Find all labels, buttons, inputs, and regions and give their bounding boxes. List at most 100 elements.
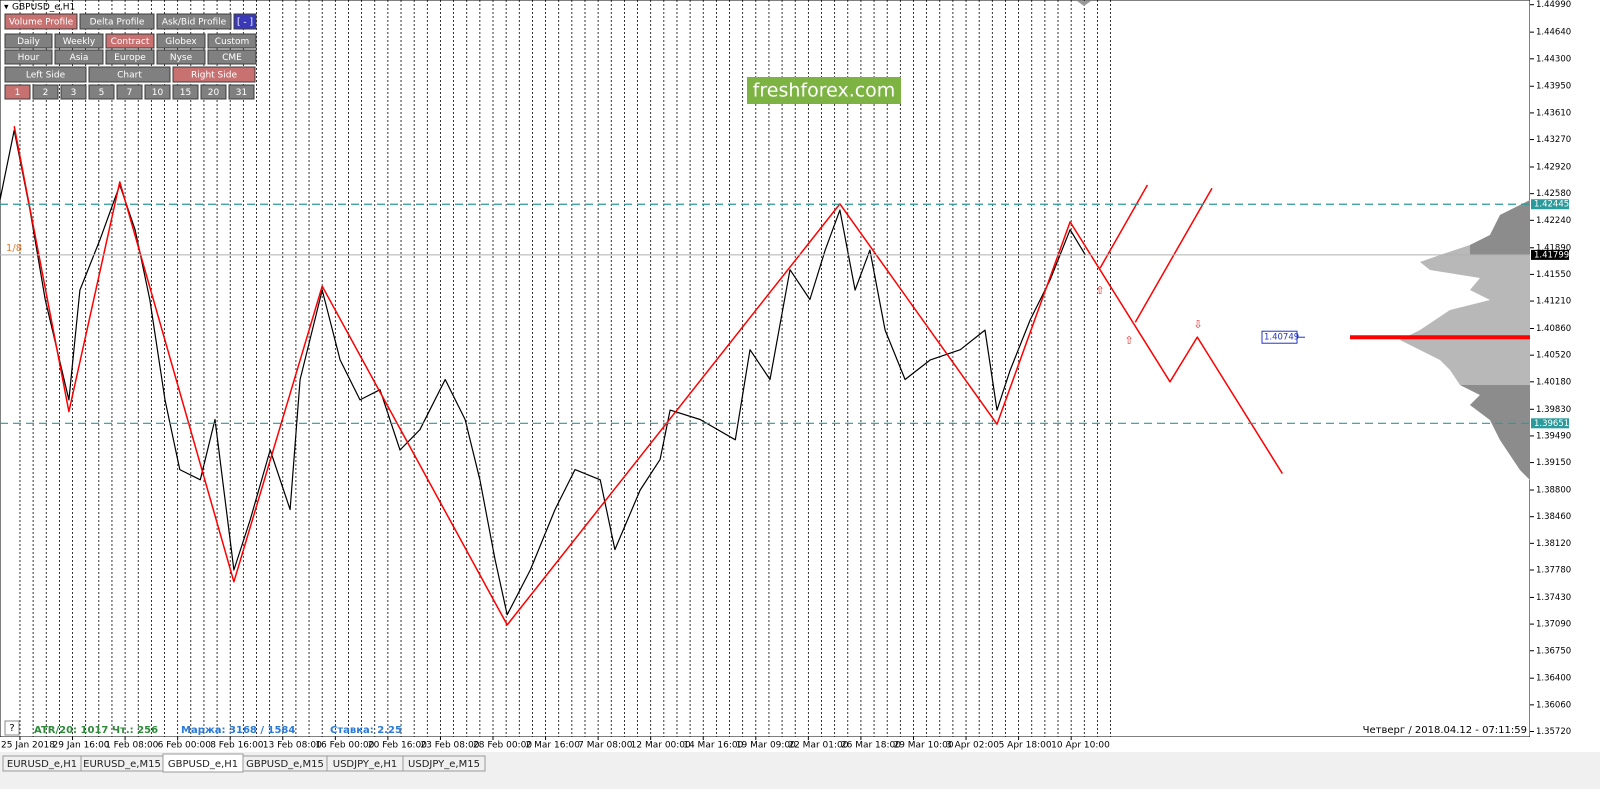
button-face[interactable] — [4, 49, 53, 65]
button-label[interactable]: 20 — [208, 88, 220, 98]
button-face[interactable] — [207, 33, 257, 49]
button[interactable]: 10 — [144, 84, 171, 100]
tab[interactable]: GBPUSD_e,M15 — [242, 755, 328, 772]
button[interactable]: Left Side — [4, 66, 87, 83]
y-tick-label: 1.42920 — [1536, 163, 1571, 173]
x-tick-label: 6 Feb 00:00 — [158, 741, 212, 751]
button-label[interactable]: Weekly — [63, 37, 96, 47]
y-tick-label: 1.41550 — [1536, 270, 1571, 280]
button-face[interactable] — [54, 49, 104, 65]
button-face[interactable] — [233, 13, 257, 30]
button[interactable]: Europe — [105, 49, 155, 65]
button[interactable]: 15 — [172, 84, 199, 100]
button-label[interactable]: 15 — [180, 88, 191, 98]
button-label[interactable]: Custom — [215, 37, 249, 47]
tab-face[interactable] — [402, 755, 486, 772]
help-box[interactable] — [4, 720, 20, 736]
help-button[interactable]: ? — [9, 723, 14, 734]
scroll-marker — [1077, 1, 1091, 6]
button-face[interactable] — [88, 66, 171, 83]
button-face[interactable] — [4, 13, 78, 30]
button-label[interactable]: 5 — [99, 88, 105, 98]
button-label[interactable]: Daily — [17, 37, 40, 47]
button-face[interactable] — [4, 66, 87, 83]
button-label[interactable]: 2 — [43, 88, 49, 98]
button[interactable]: 31 — [228, 84, 255, 100]
tab[interactable]: EURUSD_e,H1 — [2, 755, 82, 772]
button-face[interactable] — [4, 84, 31, 100]
button[interactable]: 2 — [32, 84, 59, 100]
button-label[interactable]: [ - ] — [237, 18, 253, 28]
button[interactable]: [ - ] — [233, 13, 257, 30]
tab[interactable]: GBPUSD_e,H1 — [162, 753, 244, 773]
button-label[interactable]: Chart — [117, 71, 142, 81]
button[interactable]: Weekly — [54, 33, 104, 49]
button[interactable]: Hour — [4, 49, 53, 65]
button-label[interactable]: Europe — [114, 53, 146, 63]
button-face[interactable] — [60, 84, 87, 100]
button[interactable]: Custom — [207, 33, 257, 49]
button-face[interactable] — [172, 66, 256, 83]
button-face[interactable] — [144, 84, 171, 100]
button-label[interactable]: 7 — [127, 88, 133, 98]
zigzag-line — [13, 126, 1284, 626]
button-face[interactable] — [172, 84, 199, 100]
button-face[interactable] — [4, 33, 53, 49]
button-face[interactable] — [32, 84, 59, 100]
button[interactable]: 20 — [200, 84, 227, 100]
button-face[interactable] — [207, 49, 257, 65]
tab-label[interactable]: GBPUSD_e,H1 — [168, 759, 238, 770]
button-face[interactable] — [156, 49, 206, 65]
tab-label[interactable]: EURUSD_e,M15 — [83, 759, 161, 770]
button-label[interactable]: Delta Profile — [90, 18, 145, 28]
x-tick-label: 12 Mar 00:00 — [631, 741, 691, 751]
button[interactable]: Right Side — [172, 66, 256, 83]
button[interactable]: Ask/Bid Profile — [156, 13, 232, 30]
button-face[interactable] — [88, 84, 115, 100]
button-label[interactable]: Volume Profile — [9, 18, 74, 28]
button-label[interactable]: Ask/Bid Profile — [162, 18, 227, 28]
tab[interactable]: USDJPY_e,H1 — [326, 755, 404, 772]
button-face[interactable] — [54, 33, 104, 49]
button-label[interactable]: Globex — [165, 37, 197, 47]
button[interactable]: Contract — [105, 33, 155, 49]
button-label[interactable]: Nyse — [170, 53, 193, 63]
button-label[interactable]: Right Side — [191, 71, 237, 81]
tab-label[interactable]: EURUSD_e,H1 — [7, 759, 77, 770]
button[interactable]: Globex — [156, 33, 206, 49]
button-face[interactable] — [156, 33, 206, 49]
button-face[interactable] — [79, 13, 155, 30]
button-face[interactable] — [228, 84, 255, 100]
button[interactable]: Chart — [88, 66, 171, 83]
button-label[interactable]: 31 — [236, 88, 247, 98]
tab[interactable]: USDJPY_e,M15 — [402, 755, 486, 772]
button-face[interactable] — [116, 84, 143, 100]
button-label[interactable]: Hour — [18, 53, 40, 63]
button-face[interactable] — [105, 49, 155, 65]
button[interactable]: 1 — [4, 84, 31, 100]
tab-label[interactable]: GBPUSD_e,M15 — [246, 759, 324, 770]
button-face[interactable] — [200, 84, 227, 100]
button-label[interactable]: 1 — [15, 88, 21, 98]
button-label[interactable]: 3 — [71, 88, 77, 98]
button-label[interactable]: Asia — [70, 53, 89, 63]
button[interactable]: Volume Profile — [4, 13, 78, 30]
button[interactable]: 7 — [116, 84, 143, 100]
tab-label[interactable]: USDJPY_e,M15 — [408, 759, 480, 770]
button-label[interactable]: Left Side — [26, 71, 66, 81]
button-label[interactable]: CME — [222, 53, 242, 63]
tab[interactable]: EURUSD_e,M15 — [80, 755, 164, 772]
button-label[interactable]: Contract — [111, 37, 150, 47]
button[interactable]: Asia — [54, 49, 104, 65]
button[interactable]: Daily — [4, 33, 53, 49]
button[interactable]: Delta Profile — [79, 13, 155, 30]
button[interactable]: Nyse — [156, 49, 206, 65]
button-face[interactable] — [156, 13, 232, 30]
button-label[interactable]: 10 — [152, 88, 164, 98]
x-tick-label: 25 Jan 2018 — [1, 741, 55, 751]
button-face[interactable] — [105, 33, 155, 49]
button[interactable]: 5 — [88, 84, 115, 100]
button[interactable]: CME — [207, 49, 257, 65]
tab-label[interactable]: USDJPY_e,H1 — [333, 759, 397, 770]
button[interactable]: 3 — [60, 84, 87, 100]
